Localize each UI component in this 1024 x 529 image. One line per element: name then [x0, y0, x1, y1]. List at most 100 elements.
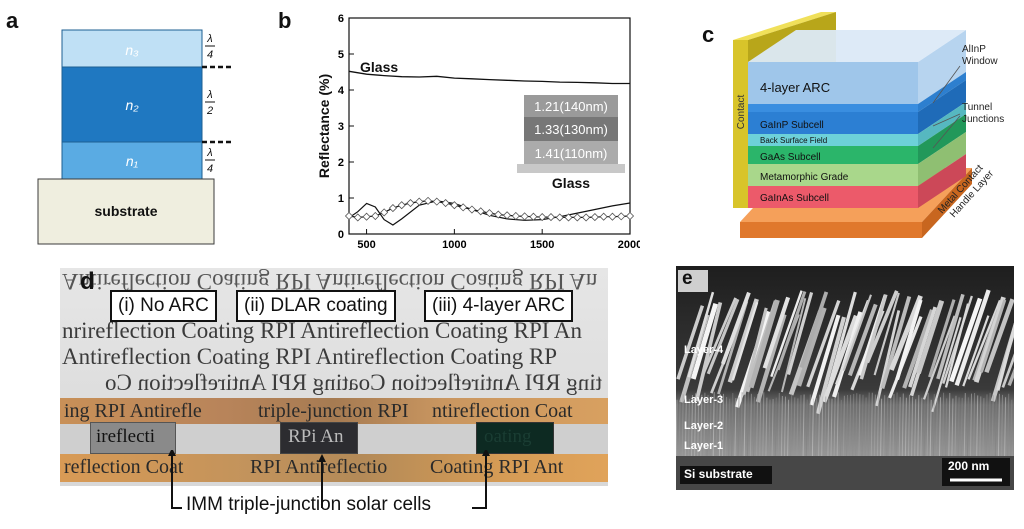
- sem-fine-column: [836, 392, 839, 457]
- sem-fine-column: [898, 397, 901, 457]
- sem-fine-column: [951, 398, 954, 457]
- sem-rod: [706, 298, 740, 375]
- cell-strip-bottom-text-1: reflection Coat: [64, 456, 184, 478]
- glass-curve-label: Glass: [360, 59, 398, 75]
- stack-layer-3-label: 1.41(110nm): [535, 146, 608, 161]
- sem-rod: [873, 292, 900, 376]
- y-tick-label: 6: [338, 13, 344, 25]
- sem-fine-column: [768, 399, 771, 457]
- sem-substrate-label-bg: [680, 466, 772, 484]
- layer-n1: [61, 141, 203, 180]
- sem-rod: [727, 298, 759, 383]
- sem-fine-column: [731, 393, 734, 457]
- sem-rod: [984, 298, 1014, 374]
- sem-substrate-label: Si substrate: [684, 467, 753, 481]
- series-point: [485, 209, 494, 218]
- sem-rod: [847, 303, 878, 377]
- sem-rod: [865, 290, 899, 364]
- grade-front: [748, 164, 918, 186]
- sem-fine-column: [855, 393, 858, 457]
- sem-fine-column: [749, 393, 752, 457]
- panel-b-letter: b: [278, 8, 292, 33]
- layer-n3-label: n₃: [125, 42, 139, 58]
- sem-fine-column: [815, 398, 817, 457]
- y-tick-label: 0: [338, 229, 344, 241]
- sem-fine-column: [774, 397, 777, 457]
- sem-rod: [979, 299, 1007, 373]
- sem-rod: [826, 291, 857, 392]
- handle-side: [922, 168, 972, 238]
- callout-window-line: [932, 65, 961, 104]
- sem-fine-column: [712, 392, 715, 457]
- cell-strip-bottom-text-3: Coating RPI Ant: [430, 456, 564, 478]
- substrate-label: substrate: [94, 203, 157, 219]
- grade-label: Metamorphic Grade: [760, 172, 849, 183]
- sem-rod: [928, 299, 956, 378]
- sem-fine-column: [725, 397, 728, 457]
- sem-fine-column: [1007, 393, 1010, 457]
- y-tick-label: 3: [338, 121, 344, 133]
- sem-fine-column: [914, 399, 917, 457]
- sem-fine-column: [945, 398, 948, 457]
- sem-rod: [967, 299, 1002, 380]
- sem-rod: [687, 291, 715, 378]
- sem-fine-column: [867, 392, 870, 457]
- fraction-n2: λ2: [205, 89, 215, 117]
- series-point: [380, 208, 389, 217]
- sem-fine-column: [1004, 397, 1007, 457]
- cell-ii-text: RPi An: [288, 426, 344, 447]
- series-point: [344, 211, 354, 221]
- sem-fine-column: [784, 396, 786, 457]
- x-tick-label: 1000: [442, 239, 466, 251]
- sem-rod: [717, 300, 749, 395]
- sem-rod: [908, 306, 937, 388]
- sem-fine-column: [920, 397, 923, 457]
- sem-rod: [936, 293, 965, 380]
- series-point: [494, 210, 503, 219]
- series-point: [388, 204, 397, 213]
- sem-fine-column: [895, 392, 898, 457]
- sem-rod: [799, 291, 829, 369]
- sem-rod: [875, 310, 901, 407]
- sem-fine-column: [687, 398, 690, 457]
- substrate-block: [37, 178, 215, 245]
- series-point: [564, 213, 573, 222]
- series-point: [555, 213, 564, 222]
- sem-rod: [780, 298, 807, 393]
- sem-fine-column: [970, 393, 972, 457]
- x-tick-label: 500: [357, 239, 375, 251]
- sem-rod: [720, 291, 751, 365]
- window-side: [918, 72, 966, 112]
- sem-fine-column: [681, 394, 684, 457]
- sem-fine-column: [1010, 399, 1013, 457]
- sem-fine-column: [942, 392, 945, 457]
- sem-fine-column: [743, 394, 746, 457]
- sem-fine-column: [737, 397, 740, 457]
- sem-fine-column: [908, 394, 910, 457]
- series-point: [502, 211, 512, 220]
- bsf-label: Back Surface Field: [760, 136, 827, 145]
- sem-fine-column: [976, 395, 979, 457]
- sem-fine-column: [799, 395, 802, 457]
- sem-fine-column: [790, 393, 793, 457]
- sem-rod: [676, 305, 705, 380]
- contact-front: [733, 40, 748, 208]
- panel-c-letter: c: [702, 22, 715, 47]
- sem-fine-column: [852, 393, 855, 457]
- sem-rod: [902, 309, 934, 389]
- sem-rod: [895, 299, 923, 381]
- sem-fine-column: [957, 397, 960, 457]
- sem-fine-column: [824, 396, 827, 457]
- sem-fine-column: [827, 398, 830, 457]
- sem-rod: [742, 307, 768, 395]
- sem-layer-4: Layer-4: [684, 344, 724, 356]
- sem-rod: [786, 291, 814, 375]
- sem-rod: [770, 290, 803, 378]
- x-tick-label: 1500: [530, 239, 554, 251]
- sem-fine-column: [985, 394, 988, 457]
- sem-letter-bg: [678, 270, 708, 292]
- contact-top: [733, 12, 836, 40]
- sem-fine-column: [994, 396, 997, 457]
- sem-fine-column: [697, 396, 700, 457]
- sem-fine-column: [722, 393, 724, 457]
